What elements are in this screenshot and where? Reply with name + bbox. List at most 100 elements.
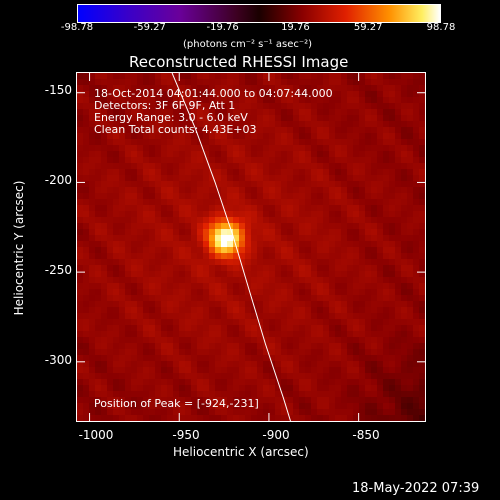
heatmap-cell [245,409,251,415]
heatmap-cell [395,367,401,373]
heatmap-cell [293,343,299,349]
heatmap-cell [275,175,281,181]
heatmap-cell [113,217,119,223]
heatmap-cell [329,307,335,313]
heatmap-cell [245,259,251,265]
heatmap-cell [95,115,101,121]
heatmap-cell [383,247,389,253]
heatmap-cell [209,289,215,295]
heatmap-cell [353,415,359,421]
heatmap-cell [143,193,149,199]
heatmap-cell [257,211,263,217]
heatmap-cell [113,169,119,175]
heatmap-cell [383,91,389,97]
heatmap-cell [95,301,101,307]
heatmap-cell [287,247,293,253]
heatmap-cell [233,355,239,361]
heatmap-cell [365,385,371,391]
heatmap-cell [113,313,119,319]
heatmap-cell [401,331,407,337]
heatmap-cell [353,163,359,169]
heatmap-cell [101,301,107,307]
heatmap-cell [125,121,131,127]
heatmap-cell [131,307,137,313]
heatmap-cell [167,187,173,193]
heatmap-cell [131,313,137,319]
heatmap-cell [287,115,293,121]
heatmap-cell [305,175,311,181]
heatmap-cell [359,283,365,289]
heatmap-cell [275,349,281,355]
heatmap-cell [83,325,89,331]
heatmap-cell [335,259,341,265]
heatmap-cell [257,139,263,145]
heatmap-cell [191,349,197,355]
heatmap-cell [281,79,287,85]
heatmap-cell [359,157,365,163]
heatmap-cell [197,103,203,109]
heatmap-cell [89,97,95,103]
limb-line [171,73,291,421]
heatmap-cell [383,403,389,409]
heatmap-cell [113,151,119,157]
heatmap-cell [257,79,263,85]
heatmap-cell [275,79,281,85]
heatmap-cell [167,91,173,97]
heatmap-cell [107,265,113,271]
heatmap-cell [233,415,239,421]
heatmap-cell [113,139,119,145]
heatmap-cell [227,163,233,169]
heatmap-cell [317,403,323,409]
heatmap-cell [233,163,239,169]
heatmap-cell [407,319,413,325]
heatmap-cell [77,193,83,199]
heatmap-cell [221,391,227,397]
heatmap-cell [203,319,209,325]
heatmap-cell [377,97,383,103]
heatmap-cell [149,385,155,391]
heatmap-cell [209,103,215,109]
heatmap-cell [419,157,425,163]
heatmap-cell [359,385,365,391]
heatmap-cell [197,151,203,157]
heatmap-cell [419,193,425,199]
heatmap-cell [77,223,83,229]
heatmap-cell [371,169,377,175]
heatmap-cell [287,109,293,115]
heatmap-cell [155,175,161,181]
heatmap-cell [167,307,173,313]
heatmap-cell [407,151,413,157]
heatmap-cell [197,247,203,253]
heatmap-cell [167,103,173,109]
heatmap-cell [143,265,149,271]
heatmap-cell [197,235,203,241]
heatmap-cell [365,85,371,91]
heatmap-cell [245,109,251,115]
heatmap-cell [125,241,131,247]
heatmap-cell [125,145,131,151]
heatmap-cell [209,385,215,391]
heatmap-cell [287,97,293,103]
heatmap-cell [143,337,149,343]
heatmap-cell [215,265,221,271]
heatmap-cell [407,223,413,229]
heatmap-cell [269,169,275,175]
heatmap-cell [215,217,221,223]
heatmap-cell [197,367,203,373]
heatmap-cell [323,91,329,97]
heatmap-cell [161,379,167,385]
heatmap-cell [287,223,293,229]
heatmap-cell [293,331,299,337]
heatmap-cell [365,181,371,187]
heatmap-cell [137,145,143,151]
heatmap-cell [305,409,311,415]
heatmap-cell [83,169,89,175]
heatmap-cell [329,175,335,181]
heatmap-cell [209,271,215,277]
heatmap-cell [131,193,137,199]
heatmap-cell [275,385,281,391]
heatmap-cell [77,115,83,121]
heatmap-cell [119,391,125,397]
heatmap-cell [149,325,155,331]
heatmap-cell [293,211,299,217]
